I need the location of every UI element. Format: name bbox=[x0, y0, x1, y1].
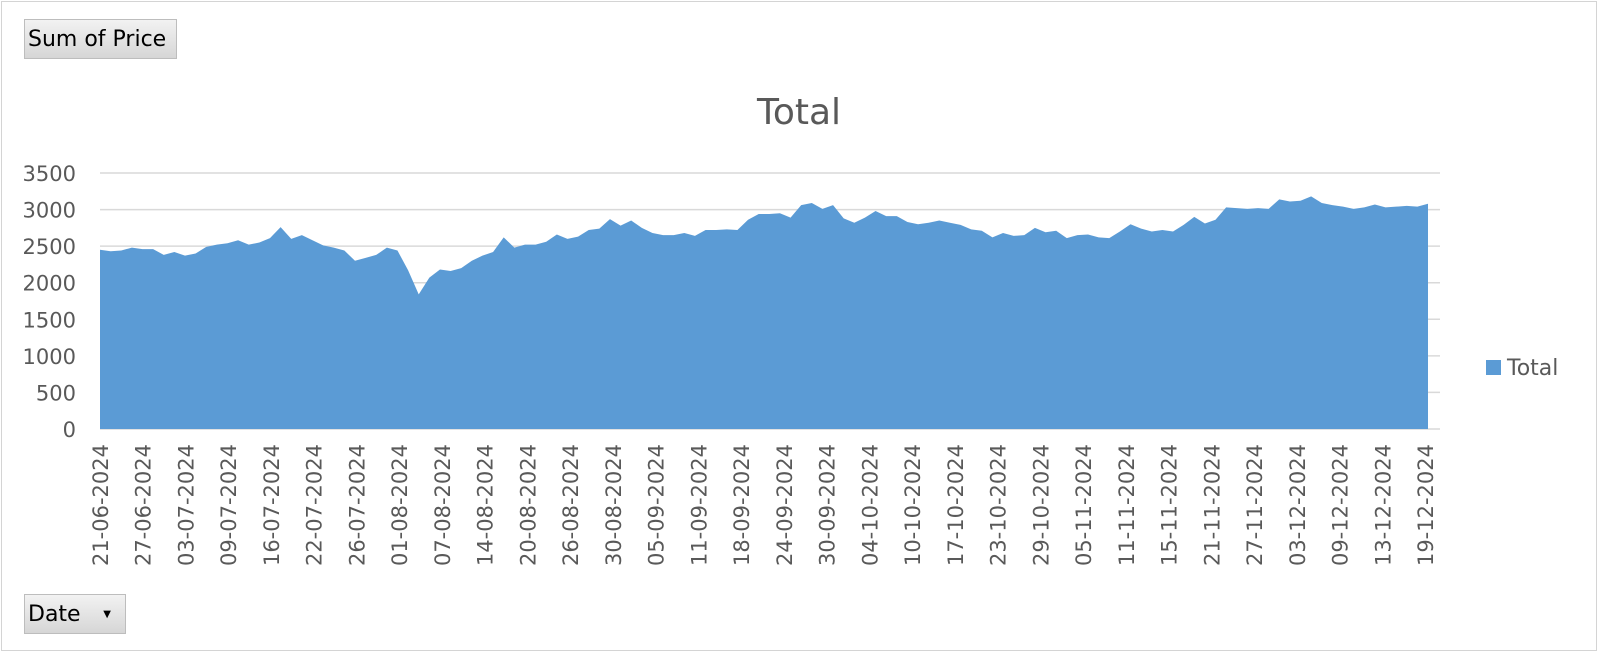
x-tick-label: 09-07-2024 bbox=[217, 444, 241, 566]
y-axis-labels: 0 500 1000 1500 2000 2500 3000 3500 bbox=[23, 162, 76, 442]
x-tick-label: 16-07-2024 bbox=[260, 444, 284, 566]
y-tick-label: 1000 bbox=[23, 345, 76, 369]
sum-of-price-label: Sum of Price bbox=[28, 26, 167, 52]
y-tick-label: 2000 bbox=[23, 272, 76, 296]
series-area-total bbox=[100, 196, 1428, 429]
x-tick-label: 04-10-2024 bbox=[858, 444, 882, 566]
x-tick-label: 26-07-2024 bbox=[346, 444, 370, 566]
dropdown-arrow-icon: ▼ bbox=[103, 608, 111, 620]
y-tick-label: 500 bbox=[36, 381, 76, 405]
x-tick-label: 23-10-2024 bbox=[987, 444, 1011, 566]
x-tick-label: 01-08-2024 bbox=[388, 444, 412, 566]
y-tick-label: 3000 bbox=[23, 199, 76, 223]
x-tick-label: 05-09-2024 bbox=[645, 444, 669, 566]
x-tick-label: 05-11-2024 bbox=[1072, 444, 1096, 566]
x-tick-label: 24-09-2024 bbox=[773, 444, 797, 566]
legend-label: Total bbox=[1506, 356, 1558, 381]
legend-swatch bbox=[1486, 360, 1501, 375]
x-tick-label: 20-08-2024 bbox=[516, 444, 540, 566]
x-tick-label: 29-10-2024 bbox=[1029, 444, 1053, 566]
x-tick-label: 30-09-2024 bbox=[816, 444, 840, 566]
series-area bbox=[100, 196, 1428, 429]
y-tick-label: 0 bbox=[63, 418, 76, 442]
x-tick-label: 19-12-2024 bbox=[1414, 444, 1438, 566]
x-tick-label: 10-10-2024 bbox=[901, 444, 925, 566]
chart-title: Total bbox=[756, 92, 841, 133]
x-tick-label: 09-12-2024 bbox=[1329, 444, 1353, 566]
y-tick-label: 3500 bbox=[23, 162, 76, 186]
x-tick-label: 15-11-2024 bbox=[1158, 444, 1182, 566]
legend: Total bbox=[1486, 356, 1558, 381]
x-tick-label: 14-08-2024 bbox=[474, 444, 498, 566]
x-tick-label: 11-09-2024 bbox=[687, 444, 711, 566]
x-tick-label: 17-10-2024 bbox=[944, 444, 968, 566]
x-tick-label: 21-11-2024 bbox=[1200, 444, 1224, 566]
y-tick-label: 1500 bbox=[23, 308, 76, 332]
date-field-label: Date bbox=[28, 601, 81, 627]
x-tick-label: 30-08-2024 bbox=[602, 444, 626, 566]
x-tick-label: 11-11-2024 bbox=[1115, 444, 1139, 566]
date-field-filter-button[interactable]: Date ▼ bbox=[24, 594, 126, 634]
x-tick-label: 26-08-2024 bbox=[559, 444, 583, 566]
x-tick-label: 07-08-2024 bbox=[431, 444, 455, 566]
x-tick-label: 03-12-2024 bbox=[1286, 444, 1310, 566]
x-tick-label: 13-12-2024 bbox=[1371, 444, 1395, 566]
x-tick-label: 18-09-2024 bbox=[730, 444, 754, 566]
x-tick-label: 27-06-2024 bbox=[132, 444, 156, 566]
x-tick-label: 21-06-2024 bbox=[89, 444, 113, 566]
x-tick-label: 27-11-2024 bbox=[1243, 444, 1267, 566]
sum-of-price-field-button[interactable]: Sum of Price bbox=[24, 19, 177, 59]
x-axis-labels: 21-06-2024 27-06-2024 03-07-2024 09-07-2024… bbox=[89, 444, 1438, 566]
y-tick-label: 2500 bbox=[23, 235, 76, 259]
x-tick-label: 22-07-2024 bbox=[303, 444, 327, 566]
x-tick-label: 03-07-2024 bbox=[175, 444, 199, 566]
